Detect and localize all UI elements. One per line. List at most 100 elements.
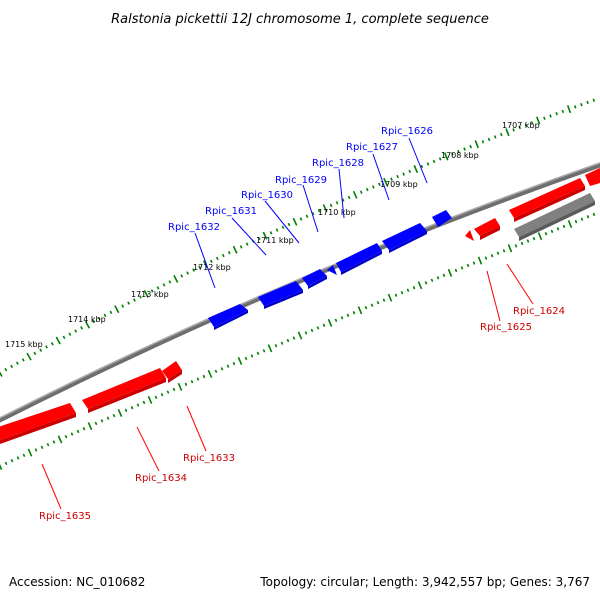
leader-rpic-1632	[194, 232, 216, 289]
outer-scale-tick-mark	[396, 174, 399, 179]
inner-scale-tick-mark	[177, 382, 183, 391]
inner-scale-tick-mark	[147, 395, 153, 404]
outer-scale-tick-mark	[202, 260, 208, 269]
outer-scale-tick-mark	[561, 109, 565, 114]
outer-scale-tick-mark	[62, 335, 66, 340]
outer-scale-tick-mark	[505, 128, 510, 137]
label-rpic-1630[interactable]: Rpic_1630	[241, 190, 293, 201]
inner-scale-tick-mark	[256, 351, 260, 356]
outer-scale-tick-mark	[114, 305, 120, 314]
outer-scale-tick-mark	[311, 211, 315, 216]
outer-scale-tick-mark	[281, 225, 285, 229]
gene-rpic-1629[interactable]	[327, 265, 337, 275]
accession-text: Accession: NC_010682	[9, 575, 145, 589]
inner-scale-tick-mark	[574, 219, 578, 224]
inner-scale-tick-mark	[130, 406, 134, 410]
gene-rpic-1634[interactable]	[82, 368, 166, 413]
inner-scale-tick-mark	[94, 421, 98, 426]
inner-scale-tick-mark	[334, 318, 338, 323]
inner-scale-tick-mark	[544, 232, 548, 236]
gene-rpic-1631[interactable]	[258, 281, 303, 309]
outer-scale-tick-mark	[451, 152, 454, 156]
outer-scale-tick-mark	[21, 358, 25, 362]
label-rpic-1628[interactable]: Rpic_1628	[312, 158, 364, 169]
feature-gray-1624[interactable]	[514, 193, 595, 241]
gene-rpic-1630[interactable]	[302, 269, 327, 289]
label-rpic-1624[interactable]: Rpic_1624	[513, 306, 565, 317]
inner-scale-tick-mark	[52, 440, 56, 444]
inner-scale-tick-mark	[436, 276, 440, 280]
gene-rpic-1635[interactable]	[0, 403, 76, 444]
inner-scale-tick-mark	[502, 249, 506, 253]
outer-scale-tick-mark	[210, 259, 213, 264]
outer-scale-tick-mark	[474, 140, 480, 149]
outer-scale-tick-mark	[221, 253, 225, 258]
gene-rpic-1628[interactable]	[336, 243, 382, 275]
inner-scale-tick-mark	[520, 241, 524, 246]
outer-scale-tick-mark	[530, 121, 534, 125]
outer-scale-tick-mark	[192, 268, 195, 272]
outer-scale-tick-mark	[215, 256, 219, 261]
label-rpic-1629[interactable]: Rpic_1629	[275, 175, 327, 186]
inner-scale-tick-mark	[166, 390, 170, 394]
inner-scale-tick-mark	[64, 434, 68, 439]
leader-rpic-1630	[264, 200, 300, 244]
inner-scale-tick-mark	[472, 261, 476, 265]
inner-scale-tick-mark	[40, 445, 44, 450]
gene-rpic-1625b[interactable]	[465, 230, 474, 241]
outer-scale-tick-mark	[97, 316, 101, 321]
label-rpic-1632[interactable]: Rpic_1632	[168, 222, 220, 233]
outer-scale-tick-mark	[378, 182, 381, 187]
inner-scale-tick-mark	[0, 464, 3, 470]
inner-scale-tick-mark	[477, 256, 483, 265]
outer-scale-tick-mark	[573, 105, 577, 109]
inner-scale-tick-mark	[352, 311, 356, 315]
outer-scale-tick-mark	[162, 283, 166, 287]
inner-scale-tick-mark	[460, 266, 464, 270]
tick-label-1713: 1713 kbp	[131, 290, 169, 299]
inner-scale-tick-mark	[340, 316, 344, 320]
inner-scale-tick-mark	[417, 281, 423, 290]
outer-scale-tick-mark	[109, 310, 113, 314]
gene-rpic-1625[interactable]	[474, 218, 500, 240]
inner-scale-tick-mark	[280, 341, 284, 345]
outer-scale-tick-mark	[4, 368, 8, 372]
label-rpic-1635[interactable]: Rpic_1635	[39, 511, 91, 522]
label-rpic-1626[interactable]: Rpic_1626	[381, 126, 433, 137]
outer-scale-tick-mark	[341, 198, 345, 202]
label-rpic-1625[interactable]: Rpic_1625	[480, 322, 532, 333]
gene-rpic-1633[interactable]	[162, 361, 182, 383]
label-rpic-1627[interactable]: Rpic_1627	[346, 142, 398, 153]
inner-scale-tick-mark	[496, 251, 500, 255]
outer-scale-tick-mark	[232, 245, 238, 254]
outer-scale-tick-mark	[245, 242, 249, 246]
outer-scale-tick-mark	[518, 125, 522, 130]
outer-scale-tick-mark	[352, 190, 358, 199]
inner-scale-tick-mark	[357, 306, 363, 315]
inner-scale-tick-mark	[154, 395, 158, 399]
inner-scale-tick-mark	[304, 331, 308, 335]
outer-scale-tick-mark	[275, 228, 279, 232]
label-rpic-1634[interactable]: Rpic_1634	[135, 473, 187, 484]
label-rpic-1633[interactable]: Rpic_1633	[183, 453, 235, 464]
outer-scale-tick-mark	[549, 114, 552, 118]
gene-rpic-1632[interactable]	[208, 304, 248, 330]
outer-scale-tick-mark	[239, 245, 243, 249]
tick-label-1707: 1707 kbp	[502, 121, 540, 130]
gene-rpic-1626[interactable]	[432, 210, 452, 227]
label-rpic-1631[interactable]: Rpic_1631	[205, 206, 257, 217]
gene-rpic-1623-partial[interactable]	[585, 168, 600, 186]
inner-scale-tick-mark	[346, 313, 350, 317]
leader-rpic-1631	[231, 217, 267, 256]
outer-scale-tick-mark	[10, 364, 14, 369]
inner-scale-tick-mark	[232, 361, 236, 366]
inner-scale-tick-mark	[202, 374, 206, 379]
inner-scale-tick-mark	[400, 291, 404, 295]
gene-rpic-1627[interactable]	[382, 223, 427, 253]
outer-scale-tick-mark	[50, 342, 54, 346]
inner-scale-tick-mark	[310, 328, 314, 333]
gene-rpic-1624[interactable]	[509, 178, 585, 222]
inner-scale-ring	[0, 212, 596, 470]
inner-scale-tick-mark	[16, 456, 20, 460]
